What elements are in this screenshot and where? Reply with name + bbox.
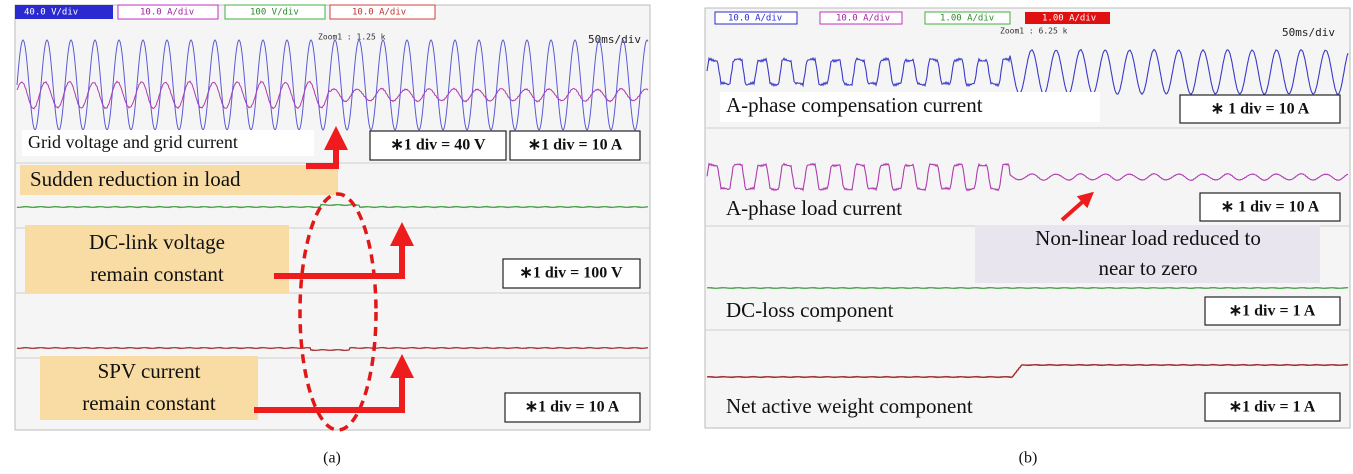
caption: (b) <box>1019 450 1038 467</box>
timebase: 50ms/div <box>1282 26 1335 39</box>
scale-label: ∗1 div = 1 A <box>1229 399 1316 416</box>
scale-label: ∗1 div = 1 A <box>1229 303 1316 320</box>
trace-label: DC-loss component <box>726 298 894 322</box>
note-line: SPV current <box>98 359 201 383</box>
zoom-label: Zoom1 : 6.25 k <box>1000 27 1068 36</box>
trace-label: A-phase compensation current <box>726 93 983 117</box>
figure: 40.0 V/div 10.0 A/div 100 V/div 10.0 A/d… <box>0 0 1353 474</box>
note-line: remain constant <box>82 391 216 415</box>
timebase: 50ms/div <box>588 33 641 46</box>
trace-label: Grid voltage and grid current <box>28 132 238 152</box>
channel-label: 40.0 V/div <box>24 8 78 18</box>
note-line: Non-linear load reduced to <box>1035 226 1261 250</box>
scale-label: ∗1 div = 10 A <box>525 399 620 416</box>
note-line: near to zero <box>1098 256 1197 280</box>
note-line: remain constant <box>90 262 224 286</box>
scale-label: ∗1 div = 10 A <box>528 137 623 154</box>
channel-label: 1.00 A/div <box>940 14 994 24</box>
scale-label: ∗1 div = 40 V <box>390 137 486 154</box>
channel-label: 100 V/div <box>250 8 299 18</box>
channel-label: 10.0 A/div <box>728 14 782 24</box>
scale-label: ∗ 1 div = 10 A <box>1221 199 1320 216</box>
channel-label: 1.00 A/div <box>1042 14 1096 24</box>
trace-label: Net active weight component <box>726 394 973 418</box>
event-label: Sudden reduction in load <box>30 167 241 191</box>
channel-label: 10.0 A/div <box>140 8 194 18</box>
caption: (a) <box>323 450 341 467</box>
note-line: DC-link voltage <box>89 230 225 254</box>
channel-label: 10.0 A/div <box>836 14 890 24</box>
zoom-label: Zoom1 : 1.25 k <box>318 33 386 42</box>
trace-label: A-phase load current <box>726 196 902 220</box>
channel-label: 10.0 A/div <box>352 8 406 18</box>
scale-label: ∗ 1 div = 10 A <box>1211 101 1310 118</box>
scale-label: ∗1 div = 100 V <box>519 265 623 282</box>
